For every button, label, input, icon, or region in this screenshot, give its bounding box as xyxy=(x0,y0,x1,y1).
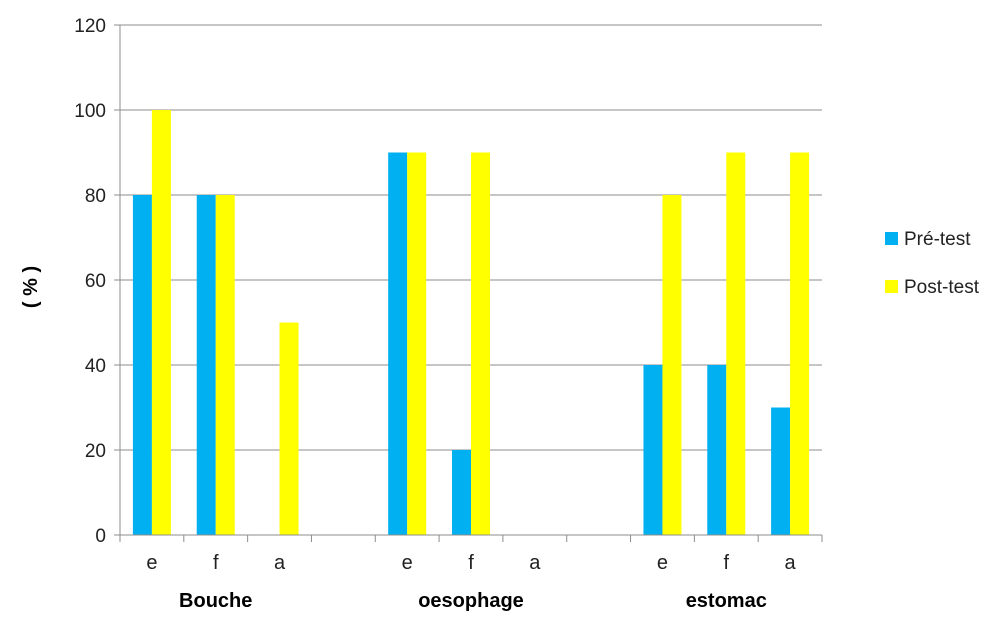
y-tick-label: 60 xyxy=(85,271,106,292)
x-category-label: e xyxy=(146,552,157,574)
group-label: oesophage xyxy=(418,590,524,612)
bar-pre-test xyxy=(132,195,152,535)
legend-label: Post-test xyxy=(904,277,980,298)
legend: Pré-test Post-test xyxy=(885,229,980,298)
bar-post-test xyxy=(407,152,427,535)
bar-post-test xyxy=(726,152,746,535)
bar-pre-test xyxy=(771,407,791,535)
y-tick-label: 0 xyxy=(95,526,106,547)
bar-post-test xyxy=(215,195,235,535)
bar-post-test xyxy=(471,152,490,535)
x-category-label: a xyxy=(529,552,541,574)
bar-post-test xyxy=(662,195,682,535)
legend-swatch xyxy=(885,280,898,293)
bar-pre-test xyxy=(196,195,216,535)
group-label: Bouche xyxy=(179,590,252,612)
group-labels: Bouche oesophage estomac xyxy=(179,590,767,612)
y-tick-label: 40 xyxy=(85,356,106,377)
y-axis-label: ( % ) xyxy=(20,266,42,308)
y-tick-label: 20 xyxy=(85,441,106,462)
x-category-label: a xyxy=(274,552,286,574)
y-tick-label: 120 xyxy=(74,16,106,37)
bar-pre-test xyxy=(707,365,727,535)
bar-pre-test xyxy=(452,450,471,535)
legend-swatch xyxy=(885,232,898,245)
group-label: estomac xyxy=(686,590,767,612)
x-category-label: f xyxy=(468,552,474,574)
bars xyxy=(132,110,810,535)
legend-label: Pré-test xyxy=(904,229,971,250)
x-category-label: e xyxy=(402,552,413,574)
x-category-label: a xyxy=(785,552,797,574)
axes xyxy=(119,25,823,542)
bar-post-test xyxy=(151,110,171,535)
x-category-label: f xyxy=(723,552,729,574)
y-tick-label: 100 xyxy=(74,101,106,122)
bar-post-test xyxy=(279,322,299,535)
y-tick-label: 80 xyxy=(85,186,106,207)
bar-pre-test xyxy=(643,365,663,535)
x-category-label: e xyxy=(657,552,668,574)
y-tick-labels: 0 20 40 60 80 100 120 xyxy=(74,16,106,547)
bar-pre-test xyxy=(388,152,408,535)
bar-post-test xyxy=(790,152,810,535)
x-category-label: f xyxy=(213,552,219,574)
